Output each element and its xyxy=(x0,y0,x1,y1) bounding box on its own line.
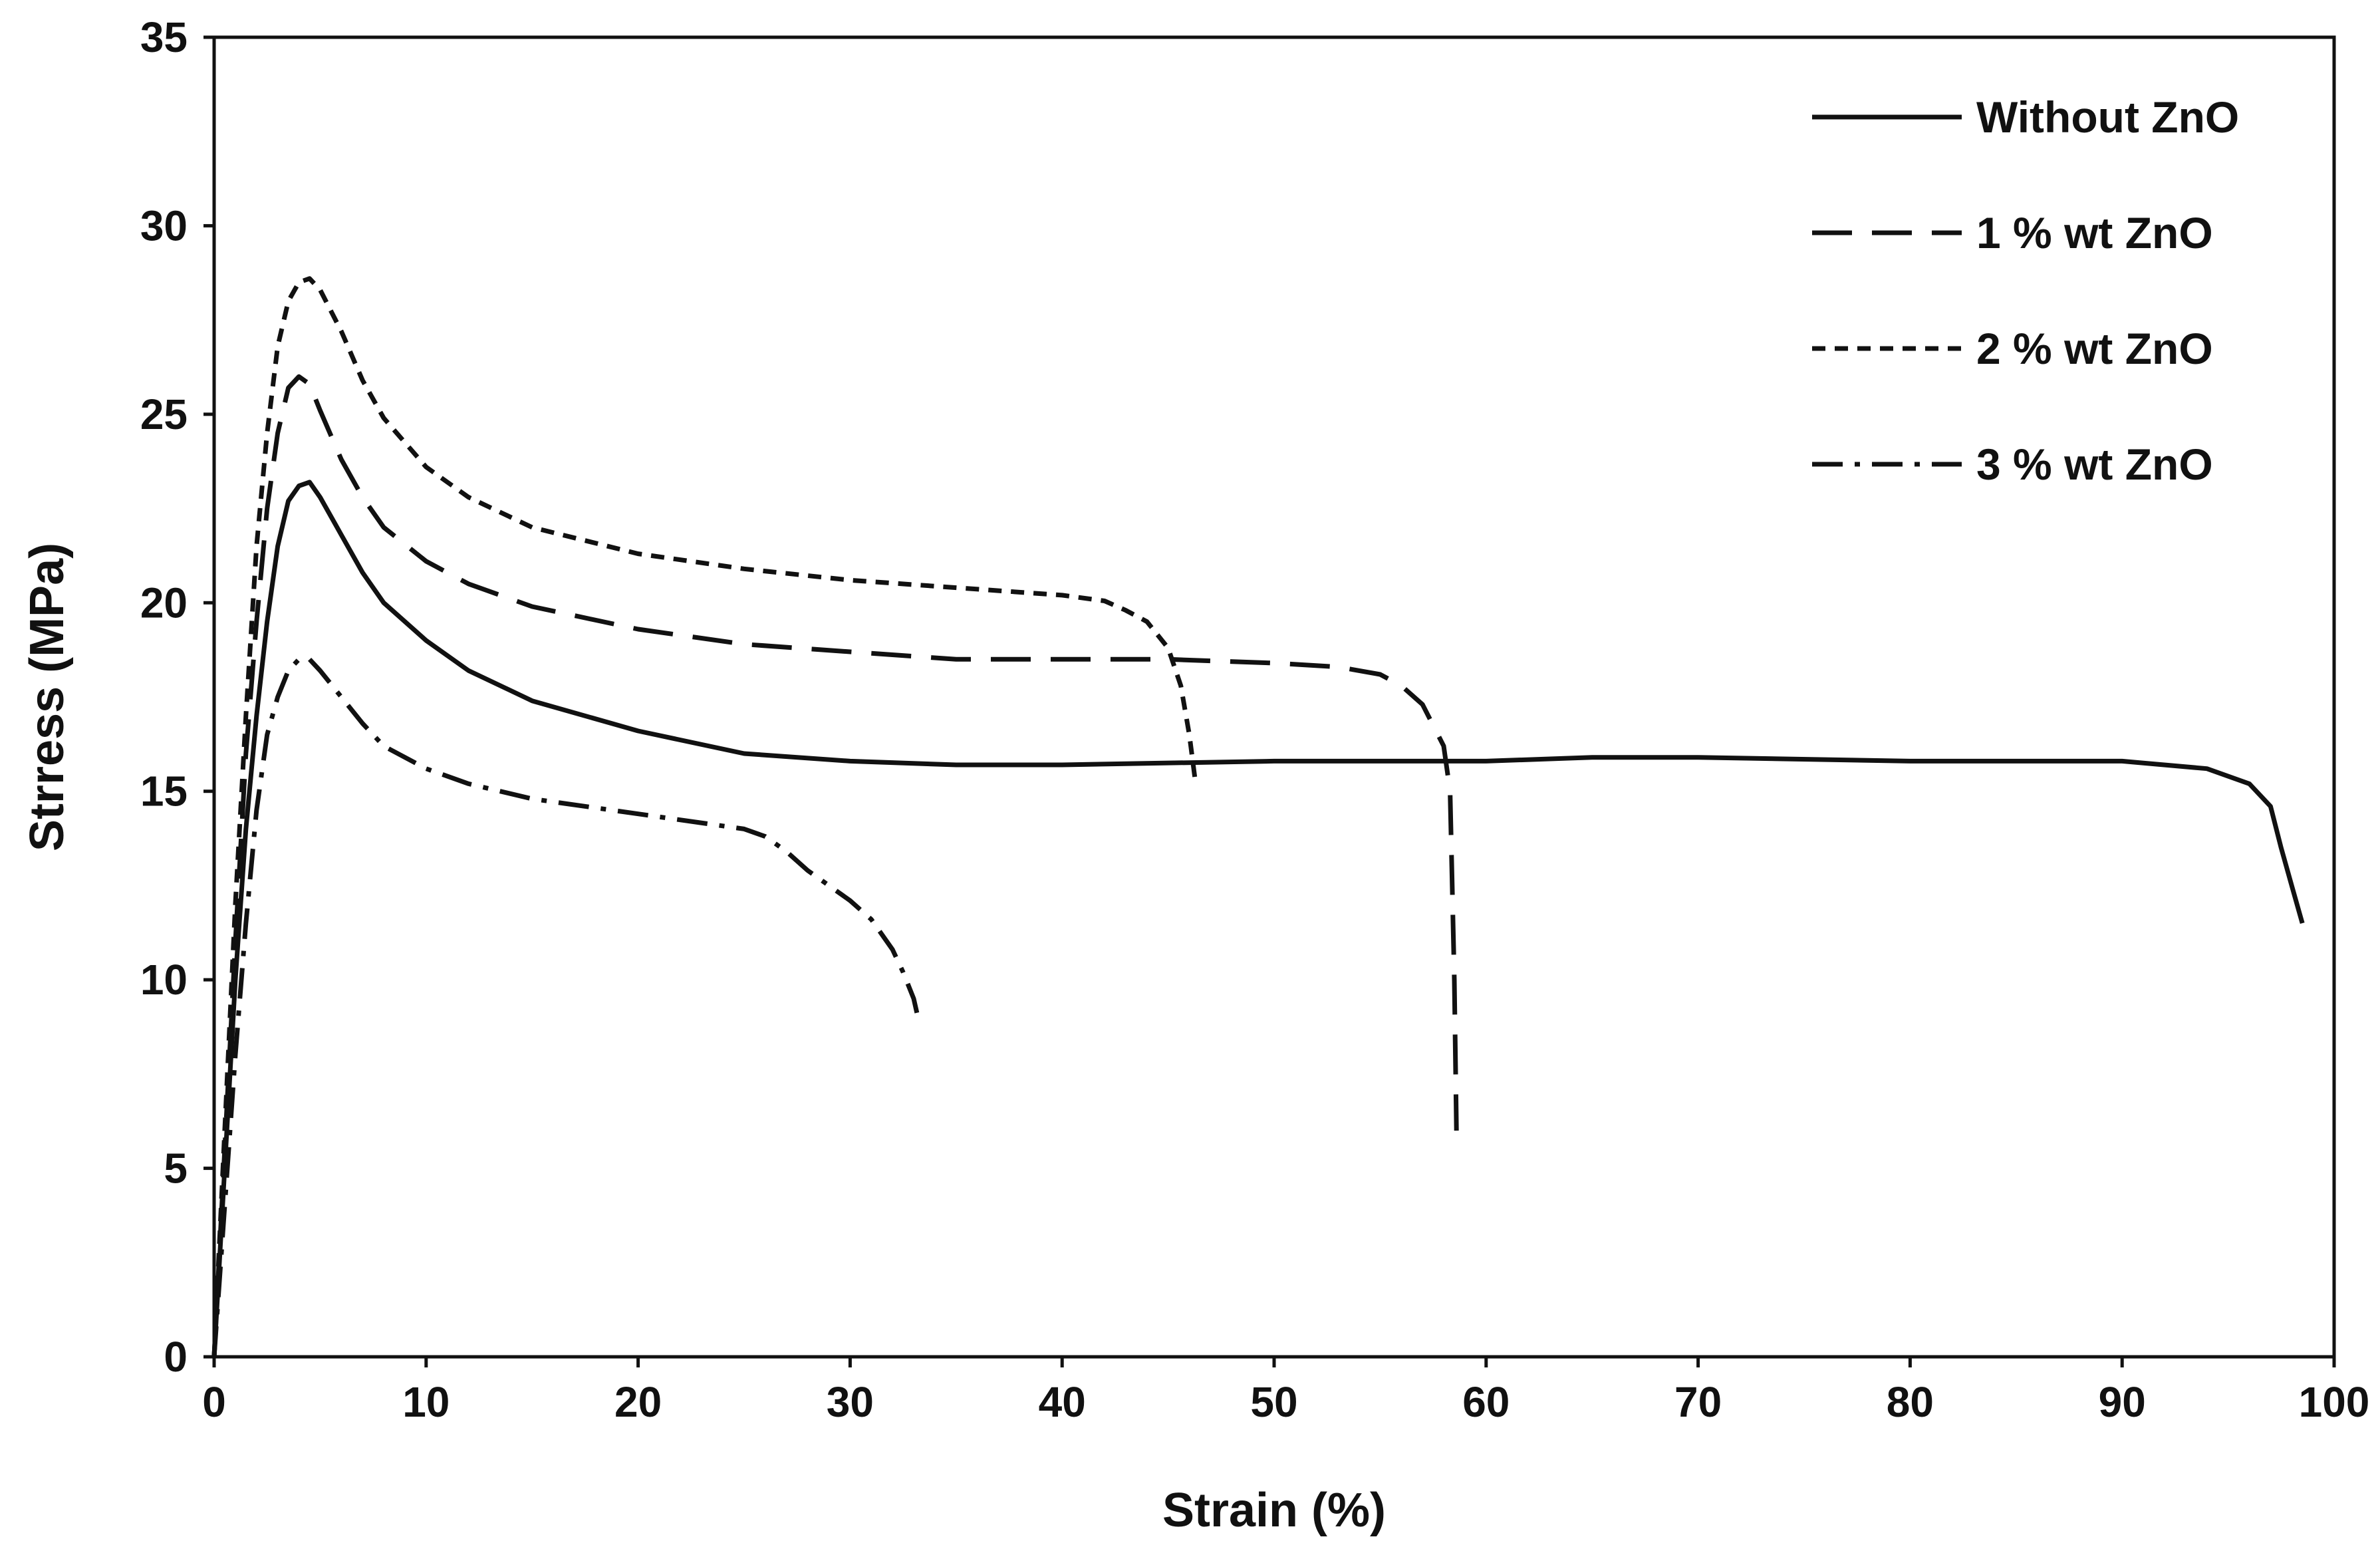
x-tick-label: 70 xyxy=(1674,1378,1722,1426)
y-tick-label: 5 xyxy=(164,1145,188,1193)
x-tick-label: 90 xyxy=(2099,1378,2146,1426)
x-tick-label: 40 xyxy=(1039,1378,1086,1426)
x-tick-label: 0 xyxy=(202,1378,226,1426)
legend-label-2: 1 % wt ZnO xyxy=(1976,208,2213,257)
x-tick-label: 80 xyxy=(1887,1378,1934,1426)
y-tick-label: 30 xyxy=(140,202,188,249)
y-tick-label: 15 xyxy=(140,768,188,815)
y-tick-label: 10 xyxy=(140,956,188,1004)
legend-label-1: Without ZnO xyxy=(1976,92,2239,142)
y-tick-label: 20 xyxy=(140,579,188,627)
x-tick-label: 20 xyxy=(614,1378,662,1426)
x-axis-title: Strain (%) xyxy=(1162,1484,1386,1537)
series-line-2 xyxy=(211,374,1459,1357)
legend-label-3: 2 % wt ZnO xyxy=(1976,324,2213,373)
series-line-4 xyxy=(211,656,920,1357)
y-tick-label: 0 xyxy=(164,1333,188,1381)
y-axis-title: Strress (MPa) xyxy=(21,543,74,851)
x-tick-label: 100 xyxy=(2299,1378,2370,1426)
x-tick-label: 60 xyxy=(1462,1378,1510,1426)
y-tick-label: 35 xyxy=(140,13,188,61)
legend-label-4: 3 % wt ZnO xyxy=(1976,440,2213,489)
series-line-3 xyxy=(211,276,1198,1357)
series-line-1 xyxy=(211,480,2305,1357)
x-tick-label: 50 xyxy=(1250,1378,1297,1426)
y-tick-label: 25 xyxy=(140,390,188,438)
x-tick-label: 10 xyxy=(402,1378,450,1426)
x-tick-label: 30 xyxy=(827,1378,874,1426)
